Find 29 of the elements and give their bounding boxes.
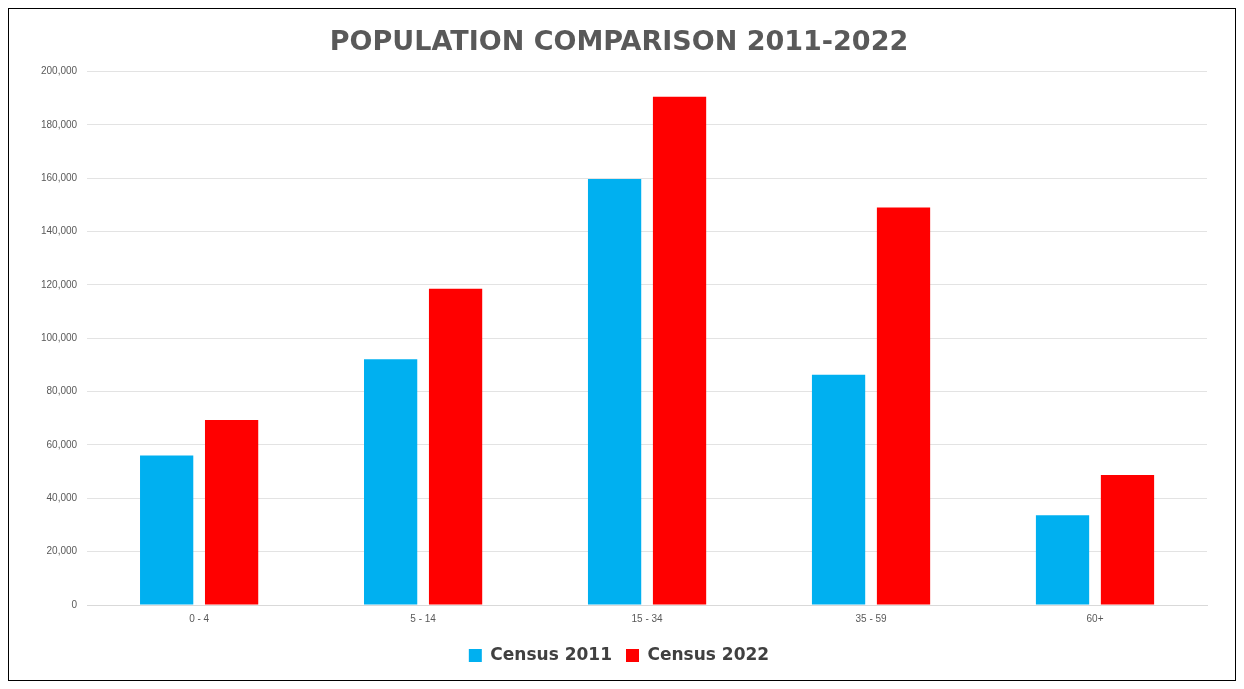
y-tick-label: 140,000 [40, 225, 78, 237]
bar [811, 374, 866, 605]
x-tick-label: 60+ [1086, 612, 1104, 624]
bar [652, 96, 707, 605]
y-tick-label: 160,000 [40, 171, 78, 183]
y-tick-label: 40,000 [46, 492, 78, 504]
bar [204, 420, 259, 605]
x-tick-label: 5 - 14 [410, 612, 437, 624]
x-tick-label: 35 - 59 [855, 612, 888, 624]
bar [587, 178, 642, 605]
y-tick-label: 200,000 [40, 65, 78, 77]
y-tick-label: 60,000 [46, 438, 78, 450]
y-tick-label: 120,000 [40, 278, 78, 290]
x-tick-label: 0 - 4 [189, 612, 210, 624]
legend-label: Census 2022 [647, 643, 770, 664]
y-tick-label: 80,000 [46, 385, 78, 397]
bar [140, 455, 194, 605]
y-tick-label: 180,000 [40, 118, 78, 130]
legend-label: Census 2011 [490, 643, 613, 664]
y-tick-label: 100,000 [40, 331, 78, 343]
bar [1100, 475, 1155, 605]
bar [364, 359, 418, 605]
chart-title: POPULATION COMPARISON 2011-2022 [329, 25, 909, 57]
bar [876, 207, 931, 605]
x-tick-label: 15 - 34 [631, 612, 664, 624]
bar [1035, 515, 1090, 605]
y-tick-label: 0 [71, 598, 78, 610]
y-tick-label: 20,000 [46, 545, 78, 557]
bar [428, 288, 483, 605]
